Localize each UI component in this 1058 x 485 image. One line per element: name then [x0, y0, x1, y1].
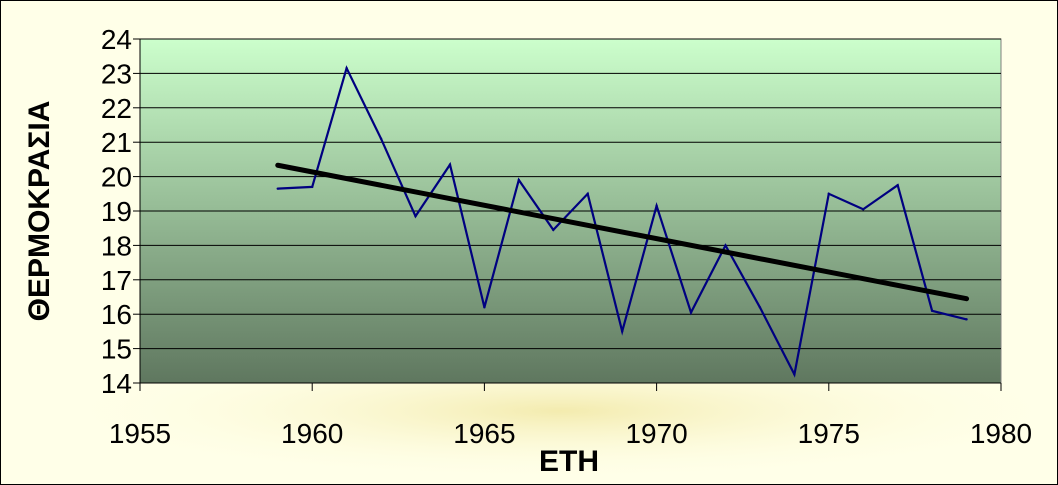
data-point — [724, 244, 727, 247]
x-tick-label: 1965 — [453, 418, 515, 449]
y-tick-label: 15 — [101, 334, 132, 365]
y-tick-label: 20 — [101, 162, 132, 193]
data-point — [896, 184, 899, 187]
data-point — [930, 309, 934, 312]
y-tick-label: 24 — [101, 24, 132, 55]
data-point — [414, 214, 417, 218]
x-tick-label: 1960 — [281, 418, 343, 449]
x-tick-labels: 1955 1960 1965 1970 1975 1980 — [109, 418, 1032, 449]
y-tick-label: 18 — [101, 230, 132, 261]
data-point — [758, 306, 762, 309]
data-point — [517, 178, 521, 182]
x-tick-label: 1955 — [109, 418, 171, 449]
y-tick-label: 23 — [101, 58, 132, 89]
data-point — [483, 306, 486, 309]
data-point — [827, 192, 830, 195]
y-tick-label: 14 — [101, 368, 132, 399]
y-tick-label: 16 — [101, 299, 132, 330]
y-tick-label: 19 — [101, 196, 132, 227]
data-point — [689, 311, 693, 314]
x-tick-label: 1970 — [625, 418, 687, 449]
y-tick-label: 21 — [101, 127, 132, 158]
y-tick-label: 22 — [101, 93, 132, 124]
data-point — [620, 330, 624, 333]
x-tick-label: 1975 — [798, 418, 860, 449]
data-point — [345, 67, 348, 70]
x-tick-label: 1980 — [970, 418, 1032, 449]
data-point — [311, 185, 314, 189]
data-point — [793, 373, 796, 376]
data-point — [862, 208, 865, 211]
data-point — [586, 192, 589, 195]
data-point — [655, 204, 658, 208]
y-tick-label: 17 — [101, 265, 132, 296]
data-point — [448, 163, 452, 166]
linear-trendline — [275, 162, 970, 302]
axes — [133, 38, 1002, 391]
data-point — [552, 228, 555, 232]
data-point — [965, 318, 968, 321]
data-series — [275, 65, 970, 378]
data-point — [276, 187, 279, 190]
data-point — [379, 137, 383, 140]
x-axis-title: ΕΤΗ — [539, 445, 599, 478]
y-axis-title: ΘΕΡΜΟΚΡΑΣΙΑ — [23, 101, 56, 322]
